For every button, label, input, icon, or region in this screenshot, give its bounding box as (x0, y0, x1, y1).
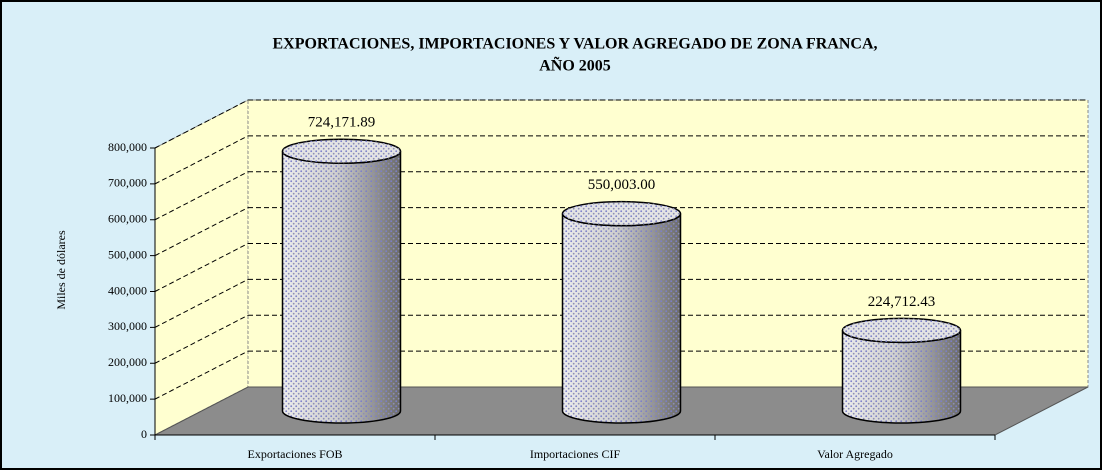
data-label: 724,171.89 (308, 115, 376, 131)
grid-line (154, 99, 249, 149)
y-tick-label: 800,000 (108, 140, 147, 154)
bar-top-texture (282, 139, 401, 164)
x-tick-label: Exportaciones FOB (248, 447, 343, 461)
chart-subtitle: AÑO 2005 (539, 56, 611, 75)
y-tick-label: 200,000 (108, 355, 147, 369)
y-tick-label: 700,000 (108, 176, 147, 190)
y-axis-label: Miles de dólares (54, 230, 68, 310)
data-label: 224,712.43 (868, 294, 936, 310)
bar-texture (281, 151, 402, 424)
bar-texture (841, 330, 962, 424)
y-tick-label: 400,000 (108, 283, 147, 297)
grid-line (154, 314, 249, 364)
bar-texture (561, 213, 682, 424)
grid-line (154, 243, 249, 292)
bar-top-texture (562, 201, 681, 226)
y-tick-label: 100,000 (108, 391, 147, 405)
grid-line (154, 350, 249, 400)
y-tick-label: 300,000 (108, 319, 147, 333)
bar-top-texture (842, 318, 961, 343)
grid-line (154, 135, 249, 185)
x-tick-label: Valor Agregado (817, 447, 893, 461)
y-tick-label: 600,000 (108, 212, 147, 226)
y-tick-label: 500,000 (108, 247, 147, 261)
x-tick-label: Importaciones CIF (530, 447, 621, 461)
grid-line (154, 207, 249, 257)
y-tick-label: 0 (141, 427, 147, 441)
grid-line (154, 171, 249, 221)
data-label: 550,003.00 (588, 177, 656, 193)
chart-title: EXPORTACIONES, IMPORTACIONES Y VALOR AGR… (272, 36, 877, 53)
grid-line (154, 278, 249, 328)
